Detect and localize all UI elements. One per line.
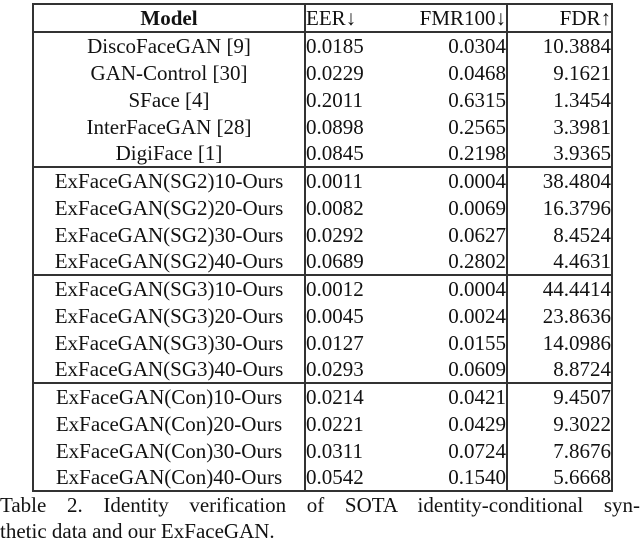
table-row: ExFaceGAN(Con)40-Ours 0.0542 0.1540 5.66… <box>33 464 612 491</box>
table-row: ExFaceGAN(SG3)20-Ours 0.0045 0.0024 23.8… <box>33 302 612 329</box>
table-row: ExFaceGAN(Con)20-Ours 0.0221 0.0429 9.30… <box>33 410 612 437</box>
fmr100-cell: 0.0724 <box>405 437 508 464</box>
fdr-cell: 3.3981 <box>553 114 611 139</box>
eer-cell: 0.0311 <box>306 438 363 463</box>
fmr100-cell: 0.0069 <box>405 194 508 221</box>
table-row: ExFaceGAN(SG3)30-Ours 0.0127 0.0155 14.0… <box>33 329 612 356</box>
table-row: ExFaceGAN(Con)30-Ours 0.0311 0.0724 7.86… <box>33 437 612 464</box>
table-row: ExFaceGAN(SG2)40-Ours 0.0689 0.2802 4.46… <box>33 248 612 275</box>
eer-cell: 0.2011 <box>306 87 363 112</box>
fdr-cell: 10.3884 <box>542 34 611 58</box>
fmr100-cell: 0.0609 <box>405 356 508 383</box>
eer-cell: 0.0689 <box>306 249 364 273</box>
eer-cell: 0.0214 <box>305 382 405 410</box>
fdr-cell: 4.4631 <box>553 249 611 273</box>
eer-cell: 0.0045 <box>306 303 364 328</box>
model-cell: ExFaceGAN(SG3)10-Ours <box>33 274 306 302</box>
table-row: ExFaceGAN(SG2)10-Ours 0.0011 0.0004 38.4… <box>33 166 612 194</box>
table-row: SFace [4] 0.2011 0.6315 1.3454 <box>33 86 612 113</box>
fmr100-cell: 0.0429 <box>405 410 508 437</box>
table-row: ExFaceGAN(SG3)40-Ours 0.0293 0.0609 8.87… <box>33 356 612 383</box>
table-row: ExFaceGAN(SG2)20-Ours 0.0082 0.0069 16.3… <box>33 194 612 221</box>
model-cell: ExFaceGAN(SG3)40-Ours <box>33 356 306 383</box>
model-cell: ExFaceGAN(SG2)10-Ours <box>33 166 306 194</box>
fmr100-cell: 0.0421 <box>405 382 508 410</box>
eer-cell: 0.0845 <box>306 141 364 165</box>
table-row: ExFaceGAN(Con)10-Ours 0.0214 0.0421 9.45… <box>33 382 612 410</box>
model-cell: DigiFace [1] <box>33 140 306 167</box>
eer-cell: 0.0127 <box>306 330 364 355</box>
fmr100-cell: 0.2565 <box>405 113 508 140</box>
col-header-model: Model <box>33 4 306 33</box>
fdr-cell: 1.3454 <box>553 87 611 112</box>
fmr100-cell: 0.0155 <box>405 329 508 356</box>
fmr100-cell: 0.6315 <box>405 86 508 113</box>
fdr-cell: 3.9365 <box>553 141 611 165</box>
fmr100-cell: 0.0004 <box>405 166 508 194</box>
fdr-cell: 14.0986 <box>542 330 611 355</box>
table-row: DigiFace [1] 0.0845 0.2198 3.9365 <box>33 140 612 167</box>
fdr-cell: 16.3796 <box>542 195 611 220</box>
col-header-fmr100: FMR100↓ <box>405 4 508 33</box>
model-cell: SFace [4] <box>33 86 306 113</box>
eer-cell: 0.0293 <box>306 357 364 381</box>
fdr-cell: 5.6668 <box>553 465 611 489</box>
eer-cell: 0.0221 <box>306 411 364 436</box>
model-cell: ExFaceGAN(SG3)20-Ours <box>33 302 306 329</box>
fmr100-cell: 0.0004 <box>405 274 508 302</box>
eer-cell: 0.0292 <box>306 222 364 247</box>
caption-line-1: Table 2. Identity verification of SOTA i… <box>0 493 640 517</box>
model-cell: ExFaceGAN(Con)30-Ours <box>33 437 306 464</box>
fdr-cell: 8.8724 <box>553 357 611 381</box>
table-row: ExFaceGAN(SG3)10-Ours 0.0012 0.0004 44.4… <box>33 274 612 302</box>
model-cell: InterFaceGAN [28] <box>33 113 306 140</box>
eer-cell: 0.0082 <box>306 195 364 220</box>
table-row: DiscoFaceGAN [9] 0.0185 0.0304 10.3884 <box>33 32 612 59</box>
fdr-cell: 38.4804 <box>507 166 612 194</box>
eer-cell: 0.0011 <box>305 166 405 194</box>
model-cell: ExFaceGAN(Con)40-Ours <box>33 464 306 491</box>
model-cell: ExFaceGAN(SG3)30-Ours <box>33 329 306 356</box>
caption-line-2: thetic data and our ExFaceGAN. <box>0 519 275 540</box>
eer-cell: 0.0898 <box>306 114 364 139</box>
results-table: Model EER↓ FMR100↓ FDR↑ DiscoFaceGAN [9]… <box>32 3 613 492</box>
fdr-cell: 8.4524 <box>553 222 611 247</box>
table-row: ExFaceGAN(SG2)30-Ours 0.0292 0.0627 8.45… <box>33 221 612 248</box>
fmr100-cell: 0.1540 <box>405 464 508 491</box>
eer-cell: 0.0542 <box>306 465 364 489</box>
eer-cell: 0.0185 <box>306 34 364 58</box>
fdr-cell: 23.8636 <box>542 303 611 328</box>
col-header-fdr: FDR↑ <box>507 4 612 33</box>
eer-cell: 0.0012 <box>305 274 405 302</box>
fmr100-cell: 0.2802 <box>405 248 508 275</box>
eer-cell: 0.0229 <box>306 60 364 85</box>
col-header-eer: EER↓ <box>305 4 405 33</box>
fdr-cell: 7.8676 <box>553 438 611 463</box>
fmr100-cell: 0.0627 <box>405 221 508 248</box>
model-cell: ExFaceGAN(Con)10-Ours <box>33 382 306 410</box>
model-cell: ExFaceGAN(SG2)40-Ours <box>33 248 306 275</box>
table-row: GAN-Control [30] 0.0229 0.0468 9.1621 <box>33 59 612 86</box>
fdr-cell: 9.1621 <box>553 60 611 85</box>
table-caption: Table 2. Identity verification of SOTA i… <box>0 492 640 540</box>
header-row: Model EER↓ FMR100↓ FDR↑ <box>33 4 612 33</box>
fmr100-cell: 0.0024 <box>405 302 508 329</box>
fdr-cell: 9.3022 <box>553 411 611 436</box>
model-cell: ExFaceGAN(SG2)20-Ours <box>33 194 306 221</box>
fdr-cell: 44.4414 <box>507 274 612 302</box>
fmr100-cell: 0.0468 <box>405 59 508 86</box>
table-row: InterFaceGAN [28] 0.0898 0.2565 3.3981 <box>33 113 612 140</box>
fmr100-cell: 0.0304 <box>405 32 508 59</box>
model-cell: GAN-Control [30] <box>33 59 306 86</box>
fdr-cell: 9.4507 <box>507 382 612 410</box>
model-cell: ExFaceGAN(Con)20-Ours <box>33 410 306 437</box>
model-cell: ExFaceGAN(SG2)30-Ours <box>33 221 306 248</box>
model-cell: DiscoFaceGAN [9] <box>33 32 306 59</box>
fmr100-cell: 0.2198 <box>405 140 508 167</box>
